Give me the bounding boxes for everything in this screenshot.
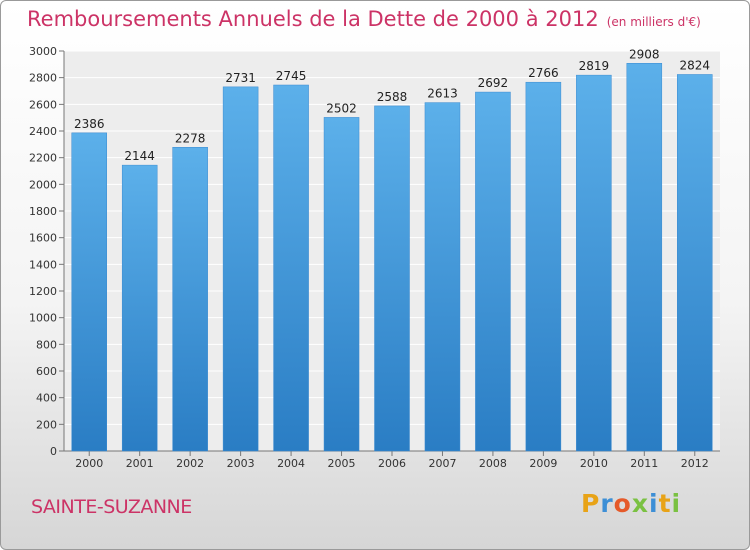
bar-2000 bbox=[71, 132, 107, 452]
y-tick-label: 3000 bbox=[29, 45, 57, 58]
logo-letter: x bbox=[631, 489, 649, 518]
bar-2008 bbox=[475, 91, 511, 452]
y-tick-label: 2600 bbox=[29, 98, 57, 111]
bar-2006 bbox=[374, 105, 410, 452]
data-label-2004: 2745 bbox=[276, 69, 307, 83]
bar-2005 bbox=[323, 117, 360, 452]
x-tick-label-2004: 2004 bbox=[277, 457, 305, 470]
logo-letter: t bbox=[658, 489, 672, 518]
y-tick-label: 200 bbox=[36, 418, 57, 431]
y-tick-label: 2200 bbox=[29, 152, 57, 165]
x-tick-label-2000: 2000 bbox=[75, 457, 103, 470]
data-label-2005: 2502 bbox=[326, 101, 357, 115]
y-tick-label: 2400 bbox=[29, 125, 57, 138]
city-name: SAINTE-SUZANNE bbox=[31, 496, 192, 518]
y-tick-label: 600 bbox=[36, 365, 57, 378]
proxiti-logo: Proxiti bbox=[581, 489, 681, 518]
y-tick-label: 1200 bbox=[29, 285, 57, 298]
y-tick-label: 1800 bbox=[29, 205, 57, 218]
x-tick-label-2011: 2011 bbox=[630, 457, 658, 470]
data-label-2006: 2588 bbox=[377, 90, 408, 104]
logo-letter: i bbox=[671, 489, 682, 518]
logo-letter: P bbox=[581, 489, 601, 518]
x-tick-label-2009: 2009 bbox=[529, 457, 557, 470]
x-tick-label-2006: 2006 bbox=[378, 457, 406, 470]
bar-2003 bbox=[222, 86, 259, 452]
data-label-2012: 2824 bbox=[679, 58, 710, 72]
x-tick-label-2003: 2003 bbox=[227, 457, 255, 470]
bar-2012 bbox=[677, 74, 713, 452]
y-tick-label: 0 bbox=[50, 445, 57, 458]
data-label-2009: 2766 bbox=[528, 66, 559, 80]
y-tick-label: 800 bbox=[36, 338, 57, 351]
bar-2011 bbox=[626, 63, 663, 452]
y-tick-label: 1600 bbox=[29, 232, 57, 245]
x-tick-label-2012: 2012 bbox=[681, 457, 709, 470]
data-label-2000: 2386 bbox=[74, 117, 105, 131]
data-label-2011: 2908 bbox=[629, 47, 660, 61]
y-tick-label: 1400 bbox=[29, 258, 57, 271]
bar-2001 bbox=[121, 164, 158, 452]
logo-letter: r bbox=[600, 489, 614, 518]
data-label-2002: 2278 bbox=[175, 131, 206, 145]
y-tick-label: 2000 bbox=[29, 178, 57, 191]
data-label-2003: 2731 bbox=[225, 71, 256, 85]
x-tick-label-2010: 2010 bbox=[580, 457, 608, 470]
unit-note: (en milliers d'€) bbox=[606, 15, 701, 29]
bar-2009 bbox=[525, 81, 562, 452]
data-label-2008: 2692 bbox=[478, 76, 509, 90]
chart-title: Remboursements Annuels de la Dette de 20… bbox=[27, 7, 701, 31]
y-tick-label: 400 bbox=[36, 392, 57, 405]
bar-2007 bbox=[424, 102, 461, 452]
x-tick-label-2005: 2005 bbox=[328, 457, 356, 470]
data-label-2001: 2144 bbox=[124, 149, 155, 163]
bar-2002 bbox=[172, 147, 208, 452]
data-label-2007: 2613 bbox=[427, 87, 458, 101]
x-tick-label-2002: 2002 bbox=[176, 457, 204, 470]
bar-2010 bbox=[576, 74, 612, 452]
x-tick-label-2007: 2007 bbox=[428, 457, 456, 470]
chart-title-text: Remboursements Annuels de la Dette de 20… bbox=[27, 7, 599, 31]
logo-letter: i bbox=[649, 489, 659, 518]
logo-letter: o bbox=[613, 489, 632, 518]
data-label-2010: 2819 bbox=[579, 59, 610, 73]
y-tick-label: 1000 bbox=[29, 312, 57, 325]
x-tick-label-2001: 2001 bbox=[126, 457, 154, 470]
y-tick-label: 2800 bbox=[29, 72, 57, 85]
x-tick-label-2008: 2008 bbox=[479, 457, 507, 470]
bar-2004 bbox=[273, 84, 309, 452]
